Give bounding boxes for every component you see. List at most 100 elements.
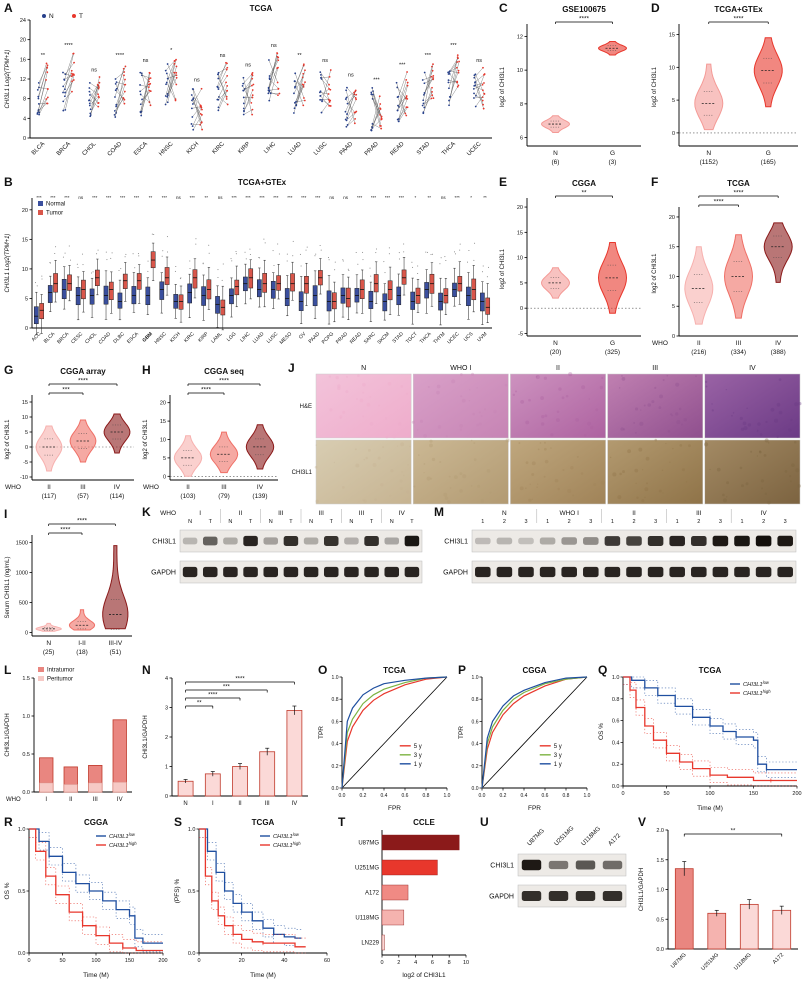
svg-text:DLBC: DLBC xyxy=(112,331,126,345)
svg-text:3: 3 xyxy=(654,519,657,525)
svg-text:ns: ns xyxy=(220,53,226,59)
svg-text:(388): (388) xyxy=(771,349,786,356)
svg-text:6: 6 xyxy=(520,136,523,142)
svg-text:3 y: 3 y xyxy=(554,753,562,759)
svg-text:III: III xyxy=(318,510,324,517)
svg-text:***: *** xyxy=(92,195,98,200)
svg-text:0.5: 0.5 xyxy=(656,917,664,923)
panel-letter-l: L xyxy=(4,663,12,677)
svg-text:N: N xyxy=(269,519,273,525)
svg-text:N: N xyxy=(309,519,313,525)
svg-text:15: 15 xyxy=(22,400,28,406)
svg-text:N: N xyxy=(553,150,558,157)
svg-text:CHI3L1: CHI3L1 xyxy=(292,470,313,476)
svg-text:III: III xyxy=(265,801,270,807)
svg-text:****: **** xyxy=(64,43,73,49)
svg-text:III: III xyxy=(80,484,86,491)
svg-text:TCGA+GTEx: TCGA+GTEx xyxy=(238,178,287,187)
svg-text:150: 150 xyxy=(749,791,758,797)
svg-text:CHI3L1low: CHI3L1low xyxy=(109,832,136,840)
svg-text:HNSC: HNSC xyxy=(154,331,169,346)
svg-text:T: T xyxy=(249,519,253,525)
panel-l: L 0.0 0.5 1.0 1.5 CHI3L1/GAPDH Intratumor Perit… xyxy=(2,664,136,812)
svg-text:Time (M): Time (M) xyxy=(250,972,276,979)
svg-text:II: II xyxy=(186,484,190,491)
svg-text:T: T xyxy=(289,519,293,525)
svg-text:3: 3 xyxy=(589,519,592,525)
panel-letter-t: T xyxy=(338,815,346,829)
svg-text:200: 200 xyxy=(792,791,801,797)
svg-text:COAD: COAD xyxy=(107,141,124,158)
svg-text:TCGA: TCGA xyxy=(252,818,275,827)
svg-text:1 y: 1 y xyxy=(554,762,562,768)
svg-text:T: T xyxy=(370,519,374,525)
svg-text:GAPDH: GAPDH xyxy=(151,570,176,577)
svg-text:***: *** xyxy=(315,195,321,200)
panel-b: B TCGA+GTEx 0 5 10 15 20 CHI3L1 Log2(TPM+1) Norm… xyxy=(2,176,494,362)
svg-text:FPR: FPR xyxy=(388,805,401,812)
svg-text:Intratumor: Intratumor xyxy=(47,668,74,674)
svg-text:WHO I: WHO I xyxy=(559,510,579,517)
svg-text:1: 1 xyxy=(165,765,168,771)
svg-text:50: 50 xyxy=(59,958,65,964)
svg-text:1.0: 1.0 xyxy=(444,793,451,799)
svg-text:ns: ns xyxy=(271,43,277,49)
svg-text:Serum CHI3L1 (ng/mL): Serum CHI3L1 (ng/mL) xyxy=(5,556,11,618)
svg-text:15: 15 xyxy=(669,33,675,39)
svg-text:0: 0 xyxy=(621,791,624,797)
svg-text:OV: OV xyxy=(298,331,308,341)
svg-text:UCS: UCS xyxy=(463,331,475,343)
svg-text:2: 2 xyxy=(568,519,571,525)
svg-text:CHI3L1 Log2(TPM+1): CHI3L1 Log2(TPM+1) xyxy=(5,234,11,293)
svg-text:N: N xyxy=(349,519,353,525)
svg-text:CESC: CESC xyxy=(70,331,84,345)
svg-text:1.0: 1.0 xyxy=(332,675,339,681)
svg-text:(18): (18) xyxy=(76,649,88,656)
svg-text:10: 10 xyxy=(463,960,469,966)
svg-text:WHO I: WHO I xyxy=(450,365,471,372)
svg-text:Normal: Normal xyxy=(46,202,65,208)
western-blot-cell-lines: U87MG U251MG U118MG A172 CHI3L1 GAPDH xyxy=(489,825,627,908)
svg-text:U251MG: U251MG xyxy=(700,952,720,972)
svg-text:1: 1 xyxy=(481,519,484,525)
panel-n: N 0 1 2 3 4 CHI3L1/GAPDH N I II III IV ** **** *** **** xyxy=(140,664,312,812)
chart-roc-tcga: TCGA 0.00.0 0.2 0.2 0.4 0.4 0.6 0.6 0.8 0.8 1.0 1.0… xyxy=(318,666,451,812)
panel-letter-f: F xyxy=(651,175,659,189)
svg-text:0.6: 0.6 xyxy=(612,719,620,725)
svg-text:15: 15 xyxy=(22,237,28,243)
panel-k: K WHO I II III III III IV N T N T N T N T N T N T CHI3L1 GAPD… xyxy=(140,506,428,658)
svg-text:0.4: 0.4 xyxy=(521,793,528,799)
svg-text:Time (M): Time (M) xyxy=(697,805,723,812)
svg-text:(216): (216) xyxy=(691,349,706,356)
svg-text:***: *** xyxy=(162,195,168,200)
panel-letter-e: E xyxy=(499,175,508,189)
svg-text:12: 12 xyxy=(20,77,26,83)
panel-j: J N WHO I II III IV H&E CHI3L1 xyxy=(286,362,802,506)
svg-text:CHI3L1high: CHI3L1high xyxy=(743,689,771,697)
svg-text:ESCA: ESCA xyxy=(126,331,140,345)
svg-text:log2 of CHI3L1: log2 of CHI3L1 xyxy=(652,66,658,107)
svg-text:0.8: 0.8 xyxy=(472,697,479,703)
svg-text:***: *** xyxy=(50,195,56,200)
panel-letter-v: V xyxy=(638,815,647,829)
svg-text:***: *** xyxy=(450,43,457,49)
svg-text:LGG: LGG xyxy=(226,331,238,343)
svg-text:3: 3 xyxy=(165,706,168,712)
svg-text:READ: READ xyxy=(349,331,363,345)
svg-text:STAD: STAD xyxy=(416,141,432,157)
svg-text:***: *** xyxy=(373,77,380,83)
panel-letter-h: H xyxy=(142,363,151,377)
svg-text:5: 5 xyxy=(25,296,28,302)
svg-text:CHI3L1low: CHI3L1low xyxy=(273,832,300,840)
svg-text:0.8: 0.8 xyxy=(332,697,339,703)
svg-text:**: ** xyxy=(483,195,487,200)
svg-text:CHI3L1low: CHI3L1low xyxy=(743,680,770,688)
svg-text:CHI3L1/GAPDH: CHI3L1/GAPDH xyxy=(143,715,149,758)
svg-text:16: 16 xyxy=(20,57,26,63)
svg-text:ns: ns xyxy=(91,68,97,74)
svg-text:LIHC: LIHC xyxy=(263,141,277,155)
svg-text:KIRP: KIRP xyxy=(197,331,210,344)
svg-text:CGGA array: CGGA array xyxy=(60,367,106,376)
svg-text:4: 4 xyxy=(414,960,417,966)
svg-text:0.5: 0.5 xyxy=(188,889,196,895)
